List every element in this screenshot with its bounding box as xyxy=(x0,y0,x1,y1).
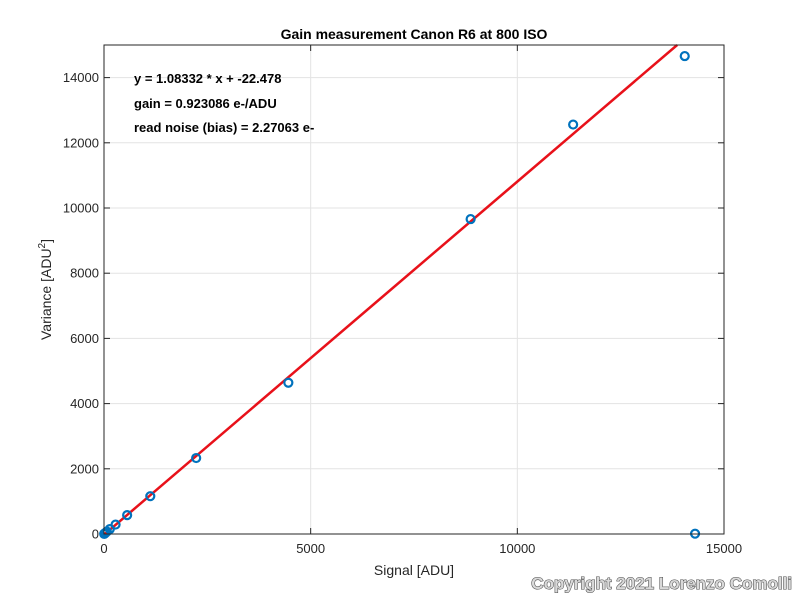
y-tick-label: 12000 xyxy=(63,135,99,150)
fit-line xyxy=(104,44,678,535)
y-tick-label: 4000 xyxy=(70,396,99,411)
data-point xyxy=(122,509,133,521)
annotation-equation: y = 1.08332 * x + -22.478 xyxy=(134,71,281,86)
axis-ticks xyxy=(103,45,725,535)
x-axis-label: Signal [ADU] xyxy=(374,562,454,578)
y-tick-label: 2000 xyxy=(70,461,99,476)
y-axis-label-main: Variance [ADU xyxy=(38,248,54,340)
y-tick-label: 0 xyxy=(92,527,99,542)
y-tick-label: 14000 xyxy=(63,70,99,85)
y-axis-label-superscript: 2 xyxy=(37,242,48,248)
axes-box xyxy=(103,44,725,535)
x-tick-label: 15000 xyxy=(706,541,742,556)
copyright-watermark: Copyright 2021 Lorenzo Comolli xyxy=(531,574,792,593)
data-point xyxy=(568,119,579,130)
chart-title: Gain measurement Canon R6 at 800 ISO xyxy=(281,26,548,42)
y-tick-label: 8000 xyxy=(70,266,99,281)
y-tick-label: 10000 xyxy=(63,201,99,216)
x-tick-label: 5000 xyxy=(296,541,325,556)
y-axis-label: Variance [ADU2] xyxy=(37,239,54,340)
data-point xyxy=(145,491,156,502)
annotation-gain: gain = 0.923086 e-/ADU xyxy=(134,96,277,111)
data-point xyxy=(283,377,294,388)
data-point xyxy=(465,213,476,225)
y-tick-label: 6000 xyxy=(70,331,99,346)
y-axis-label-end: ] xyxy=(38,239,54,243)
x-tick-label: 10000 xyxy=(499,541,535,556)
plot-area xyxy=(104,45,724,534)
data-point xyxy=(191,452,202,464)
grid-lines xyxy=(104,45,724,534)
tick-labels: 0 5000 10000 15000 0 2000 4000 6000 8000 10000 120… xyxy=(63,70,742,556)
annotation-read-noise: read noise (bias) = 2.27063 e- xyxy=(134,120,314,135)
x-tick-label: 0 xyxy=(100,541,107,556)
data-point xyxy=(110,519,121,530)
data-point xyxy=(679,50,690,62)
